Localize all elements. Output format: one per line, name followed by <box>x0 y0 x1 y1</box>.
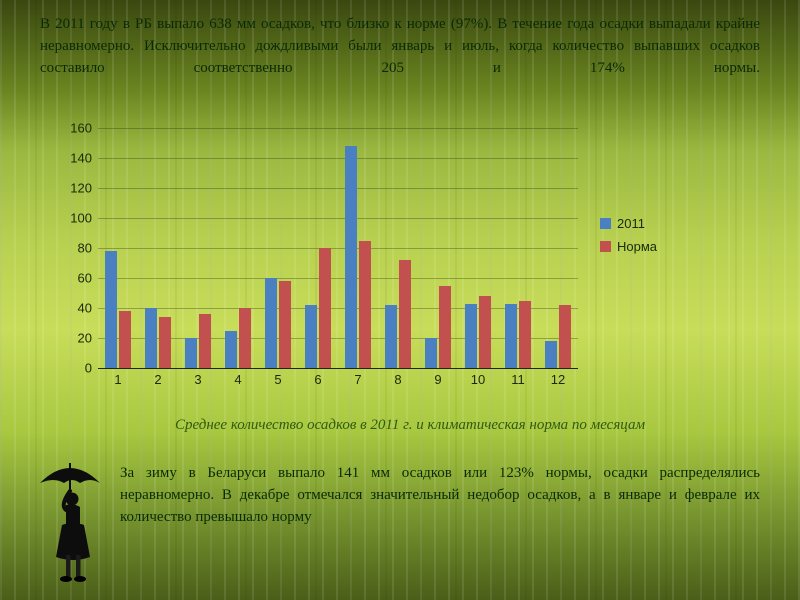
bar-Норма-8 <box>399 260 411 368</box>
bar-Норма-7 <box>359 241 371 369</box>
x-tick-label: 3 <box>194 372 201 387</box>
bar-Норма-10 <box>479 296 491 368</box>
bar-2011-5 <box>265 278 277 368</box>
bar-2011-3 <box>185 338 197 368</box>
chart-legend: 2011 Норма <box>600 216 657 262</box>
chart-plot-region <box>98 128 578 368</box>
y-tick-label: 20 <box>56 331 92 346</box>
x-tick-label: 1 <box>114 372 121 387</box>
grid-line <box>98 218 578 219</box>
legend-row: Норма <box>600 239 657 254</box>
x-tick-label: 12 <box>551 372 565 387</box>
x-tick-label: 6 <box>314 372 321 387</box>
x-tick-label: 2 <box>154 372 161 387</box>
bar-Норма-9 <box>439 286 451 369</box>
y-tick-label: 140 <box>56 151 92 166</box>
summary-paragraph: За зиму в Беларуси выпало 141 мм осадков… <box>120 462 760 529</box>
y-tick-label: 80 <box>56 241 92 256</box>
bar-Норма-11 <box>519 301 531 369</box>
bar-2011-4 <box>225 331 237 369</box>
x-tick-label: 5 <box>274 372 281 387</box>
bar-2011-9 <box>425 338 437 368</box>
bar-2011-7 <box>345 146 357 368</box>
bar-Норма-3 <box>199 314 211 368</box>
legend-swatch-norm <box>600 241 611 252</box>
y-tick-label: 100 <box>56 211 92 226</box>
chart-caption: Среднее количество осадков в 2011 г. и к… <box>80 416 740 436</box>
legend-label: 2011 <box>617 216 645 231</box>
bar-2011-10 <box>465 304 477 369</box>
bar-2011-1 <box>105 251 117 368</box>
x-axis-line <box>98 368 578 369</box>
x-tick-label: 4 <box>234 372 241 387</box>
bar-2011-12 <box>545 341 557 368</box>
bar-Норма-2 <box>159 317 171 368</box>
y-tick-label: 60 <box>56 271 92 286</box>
bar-Норма-4 <box>239 308 251 368</box>
x-tick-label: 8 <box>394 372 401 387</box>
intro-paragraph: В 2011 году в РБ выпало 638 мм осадков, … <box>40 14 760 79</box>
grid-line <box>98 188 578 189</box>
x-tick-label: 10 <box>471 372 485 387</box>
precipitation-chart: 2011 Норма 02040608010012014016012345678… <box>30 118 650 406</box>
bar-2011-11 <box>505 304 517 369</box>
legend-swatch-2011 <box>600 218 611 229</box>
bar-2011-2 <box>145 308 157 368</box>
bar-Норма-5 <box>279 281 291 368</box>
grid-line <box>98 158 578 159</box>
bar-2011-6 <box>305 305 317 368</box>
y-tick-label: 0 <box>56 361 92 376</box>
bar-Норма-12 <box>559 305 571 368</box>
grid-line <box>98 248 578 249</box>
y-tick-label: 120 <box>56 181 92 196</box>
grid-line <box>98 128 578 129</box>
legend-label: Норма <box>617 239 657 254</box>
umbrella-figure-icon <box>30 455 110 585</box>
x-tick-label: 7 <box>354 372 361 387</box>
x-tick-label: 9 <box>434 372 441 387</box>
bar-Норма-6 <box>319 248 331 368</box>
bar-2011-8 <box>385 305 397 368</box>
y-tick-label: 160 <box>56 121 92 136</box>
y-tick-label: 40 <box>56 301 92 316</box>
grid-line <box>98 278 578 279</box>
x-tick-label: 11 <box>511 372 525 387</box>
bar-Норма-1 <box>119 311 131 368</box>
legend-row: 2011 <box>600 216 657 231</box>
